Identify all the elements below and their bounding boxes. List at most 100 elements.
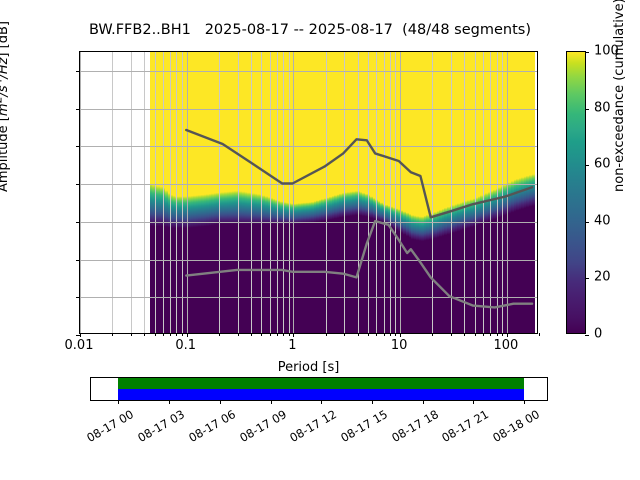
x-tick — [288, 333, 290, 336]
gridline-vertical — [344, 52, 346, 333]
colorbar-tick — [585, 165, 589, 167]
x-tick — [218, 333, 220, 336]
gridline-vertical — [154, 52, 156, 333]
timeline-tick — [473, 400, 475, 404]
ppsd-column — [334, 52, 338, 333]
colorbar[interactable] — [566, 51, 589, 336]
data-coverage-bar — [118, 378, 525, 389]
ppsd-column — [467, 52, 471, 333]
ppsd-column — [470, 52, 474, 333]
ppsd-column — [485, 52, 489, 333]
gridline-vertical — [400, 52, 402, 333]
gridline-vertical — [80, 52, 81, 333]
x-tick — [276, 333, 278, 336]
ppsd-column — [408, 52, 412, 333]
x-tick — [186, 333, 188, 337]
ppsd-column — [508, 52, 512, 333]
gridline-vertical — [490, 52, 492, 333]
x-tick — [490, 333, 492, 336]
x-tick — [80, 333, 81, 337]
ppsd-column — [213, 52, 217, 333]
ppsd-column — [413, 52, 417, 333]
gridline-horizontal — [80, 297, 537, 299]
y-tick — [76, 259, 80, 261]
ppsd-column — [482, 52, 487, 333]
gridline-horizontal — [80, 146, 537, 148]
ppsd-column — [198, 52, 202, 333]
gridline-vertical — [186, 52, 188, 333]
x-tick — [112, 333, 114, 336]
noise-model-line — [185, 219, 534, 309]
gridline-vertical — [496, 52, 498, 333]
ppsd-column — [480, 52, 484, 333]
ppsd-column — [313, 52, 317, 333]
x-tick-label: 0.01 — [64, 338, 94, 353]
gridline-vertical — [357, 52, 359, 333]
ppsd-column — [462, 52, 466, 333]
ppsd-column — [434, 52, 438, 333]
ppsd-column — [303, 52, 307, 333]
ppsd-column — [200, 52, 205, 333]
ppsd-column — [436, 52, 440, 333]
colorbar-tick — [585, 221, 589, 223]
ppsd-main-axes[interactable] — [76, 51, 540, 337]
ppsd-column — [267, 52, 271, 333]
ppsd-column — [493, 52, 497, 333]
ppsd-column — [224, 52, 228, 333]
y-tick — [76, 221, 80, 223]
ppsd-column — [329, 52, 333, 333]
ppsd-column — [211, 52, 215, 333]
ppsd-column — [229, 52, 233, 333]
y-tick — [76, 70, 80, 72]
ppsd-column — [290, 52, 294, 333]
ppsd-column — [341, 52, 346, 333]
ppsd-column — [257, 52, 261, 333]
gridline-vertical — [144, 52, 146, 333]
ppsd-column — [234, 52, 238, 333]
ppsd-column — [275, 52, 279, 333]
ppsd-column — [429, 52, 433, 333]
ppsd-column — [321, 52, 325, 333]
ppsd-column — [464, 52, 469, 333]
ppsd-column — [221, 52, 225, 333]
ppsd-column — [398, 52, 402, 333]
ppsd-column — [254, 52, 258, 333]
x-tick — [395, 333, 397, 336]
ppsd-column — [454, 52, 458, 333]
gridline-vertical — [163, 52, 165, 333]
gridlines — [80, 52, 537, 333]
ppsd-column — [526, 52, 530, 333]
x-tick — [269, 333, 271, 336]
ppsd-column — [416, 52, 420, 333]
ppsd-column — [244, 52, 248, 333]
ppsd-column — [162, 52, 166, 333]
ppsd-column — [498, 52, 502, 333]
x-tick — [376, 333, 378, 336]
timeline-tick — [118, 400, 120, 404]
ppsd-column — [331, 52, 335, 333]
gridline-vertical — [432, 52, 434, 333]
x-tick-label: 100 — [493, 338, 519, 353]
gridline-vertical — [451, 52, 453, 333]
colorbar-tick-label: 40 — [594, 213, 611, 229]
ppsd-column — [265, 52, 269, 333]
ppsd-column — [395, 52, 399, 333]
gridline-vertical — [376, 52, 378, 333]
gridline-vertical — [250, 52, 252, 333]
ppsd-column — [252, 52, 256, 333]
ppsd-column — [157, 52, 161, 333]
timeline-tick — [321, 400, 323, 404]
gridline-vertical — [506, 52, 508, 333]
ppsd-column — [418, 52, 422, 333]
gridline-vertical — [218, 52, 220, 333]
timeline-axes[interactable] — [90, 377, 548, 404]
gridline-vertical — [181, 52, 183, 333]
gridline-vertical — [483, 52, 485, 333]
ppsd-column — [441, 52, 446, 333]
ppsd-column — [308, 52, 312, 333]
gridline-vertical — [501, 52, 503, 333]
timeline-tick — [270, 400, 272, 404]
ppsd-column — [272, 52, 276, 333]
x-tick — [464, 333, 466, 336]
ppsd-column — [472, 52, 476, 333]
